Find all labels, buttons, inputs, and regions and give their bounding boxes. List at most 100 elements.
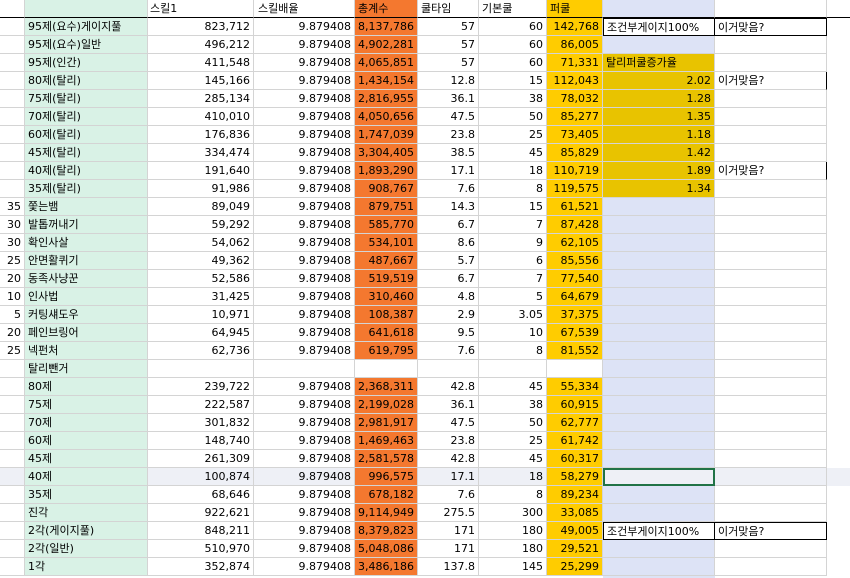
base-cool-cell[interactable]: 145: [479, 558, 547, 576]
row-number-cell[interactable]: [0, 72, 25, 90]
base-cool-cell[interactable]: 18: [479, 468, 547, 486]
cooldown-cell[interactable]: 42.8: [418, 378, 479, 396]
skill1-cell[interactable]: 52,586: [148, 270, 254, 288]
label-cell[interactable]: 동족사냥꾼: [25, 270, 148, 288]
skill1-cell[interactable]: 68,646: [148, 486, 254, 504]
base-cool-cell[interactable]: 60: [479, 54, 547, 72]
label-cell[interactable]: 40제(탈리): [25, 162, 148, 180]
note2-cell[interactable]: [715, 414, 827, 432]
multiplier-cell[interactable]: 9.879408: [254, 216, 355, 234]
pull-cell[interactable]: 61,742: [547, 432, 603, 450]
multiplier-cell[interactable]: 9.879408: [254, 288, 355, 306]
row-number-cell[interactable]: [0, 432, 25, 450]
skill1-cell[interactable]: 823,712: [148, 18, 254, 36]
note-cell[interactable]: [603, 486, 715, 504]
cooldown-cell[interactable]: 42.8: [418, 450, 479, 468]
note-cell[interactable]: [603, 432, 715, 450]
row-number-cell[interactable]: [0, 90, 25, 108]
note-cell[interactable]: 조건부게이지100%: [603, 522, 715, 540]
total-cell[interactable]: 4,065,851: [355, 54, 418, 72]
note-cell[interactable]: 1.18: [603, 126, 715, 144]
note2-cell[interactable]: [715, 468, 827, 486]
note-cell[interactable]: [603, 288, 715, 306]
multiplier-cell[interactable]: 9.879408: [254, 72, 355, 90]
base-cool-cell[interactable]: 3.05: [479, 306, 547, 324]
note2-cell[interactable]: 이거맞음?: [715, 72, 827, 90]
label-cell[interactable]: 페인브링어: [25, 324, 148, 342]
total-cell[interactable]: 519,519: [355, 270, 418, 288]
cooldown-cell[interactable]: 7.6: [418, 180, 479, 198]
pull-cell[interactable]: 60,915: [547, 396, 603, 414]
base-cool-cell[interactable]: 15: [479, 72, 547, 90]
row-number-cell[interactable]: [0, 18, 25, 36]
total-cell[interactable]: 2,981,917: [355, 414, 418, 432]
skill1-cell[interactable]: 301,832: [148, 414, 254, 432]
base-cool-cell[interactable]: 6: [479, 252, 547, 270]
base-cool-cell[interactable]: 50: [479, 414, 547, 432]
note-cell[interactable]: 1.28: [603, 90, 715, 108]
total-cell[interactable]: 8,379,823: [355, 522, 418, 540]
row-number-cell[interactable]: [0, 144, 25, 162]
base-cool-cell[interactable]: 10: [479, 324, 547, 342]
skill1-cell[interactable]: 239,722: [148, 378, 254, 396]
multiplier-cell[interactable]: 9.879408: [254, 558, 355, 576]
multiplier-cell[interactable]: 9.879408: [254, 324, 355, 342]
skill1-cell[interactable]: 848,211: [148, 522, 254, 540]
pull-cell[interactable]: 55,334: [547, 378, 603, 396]
total-cell[interactable]: 2,816,955: [355, 90, 418, 108]
cooldown-cell[interactable]: 57: [418, 36, 479, 54]
label-cell[interactable]: 발톱꺼내기: [25, 216, 148, 234]
cooldown-cell[interactable]: 36.1: [418, 396, 479, 414]
cooldown-cell[interactable]: 14.3: [418, 198, 479, 216]
cooldown-cell[interactable]: 8.6: [418, 234, 479, 252]
note2-cell[interactable]: [715, 342, 827, 360]
base-cool-cell[interactable]: 300: [479, 504, 547, 522]
multiplier-cell[interactable]: 9.879408: [254, 144, 355, 162]
row-number-cell[interactable]: [0, 36, 25, 54]
pull-cell[interactable]: 67,539: [547, 324, 603, 342]
total-cell[interactable]: 108,387: [355, 306, 418, 324]
note-cell[interactable]: 1.35: [603, 108, 715, 126]
note2-cell[interactable]: [715, 306, 827, 324]
note-cell[interactable]: [603, 36, 715, 54]
note-cell[interactable]: [603, 450, 715, 468]
multiplier-cell[interactable]: 9.879408: [254, 504, 355, 522]
pull-cell[interactable]: 37,375: [547, 306, 603, 324]
pull-cell[interactable]: 85,829: [547, 144, 603, 162]
header-total[interactable]: 총계수: [355, 0, 418, 18]
label-cell[interactable]: 쫓는뱀: [25, 198, 148, 216]
skill1-cell[interactable]: 54,062: [148, 234, 254, 252]
note-cell[interactable]: [603, 234, 715, 252]
base-cool-cell[interactable]: 7: [479, 216, 547, 234]
label-cell[interactable]: 1각: [25, 558, 148, 576]
pull-cell[interactable]: 85,277: [547, 108, 603, 126]
total-cell[interactable]: 487,667: [355, 252, 418, 270]
total-cell[interactable]: 585,770: [355, 216, 418, 234]
label-cell[interactable]: 넥펀처: [25, 342, 148, 360]
label-cell[interactable]: 60제: [25, 432, 148, 450]
header-skill1[interactable]: 스킬1: [148, 0, 254, 18]
row-number-cell[interactable]: [0, 162, 25, 180]
multiplier-cell[interactable]: 9.879408: [254, 540, 355, 558]
skill1-cell[interactable]: 411,548: [148, 54, 254, 72]
note-cell[interactable]: [603, 270, 715, 288]
pull-cell[interactable]: 64,679: [547, 288, 603, 306]
total-cell[interactable]: 2,199,028: [355, 396, 418, 414]
pull-cell[interactable]: 87,428: [547, 216, 603, 234]
pull-cell[interactable]: 60,317: [547, 450, 603, 468]
row-number-cell[interactable]: 30: [0, 216, 25, 234]
cooldown-cell[interactable]: 17.1: [418, 468, 479, 486]
note2-cell[interactable]: [715, 504, 827, 522]
pull-cell[interactable]: 33,085: [547, 504, 603, 522]
total-cell[interactable]: 678,182: [355, 486, 418, 504]
cooldown-cell[interactable]: 6.7: [418, 270, 479, 288]
label-cell[interactable]: 인사법: [25, 288, 148, 306]
base-cool-cell[interactable]: 50: [479, 108, 547, 126]
total-cell[interactable]: 1,434,154: [355, 72, 418, 90]
note2-cell[interactable]: [715, 324, 827, 342]
base-cool-cell[interactable]: 18: [479, 162, 547, 180]
note2-cell[interactable]: [715, 54, 827, 72]
total-cell[interactable]: 996,575: [355, 468, 418, 486]
label-cell[interactable]: 확인사살: [25, 234, 148, 252]
base-cool-cell[interactable]: 8: [479, 486, 547, 504]
